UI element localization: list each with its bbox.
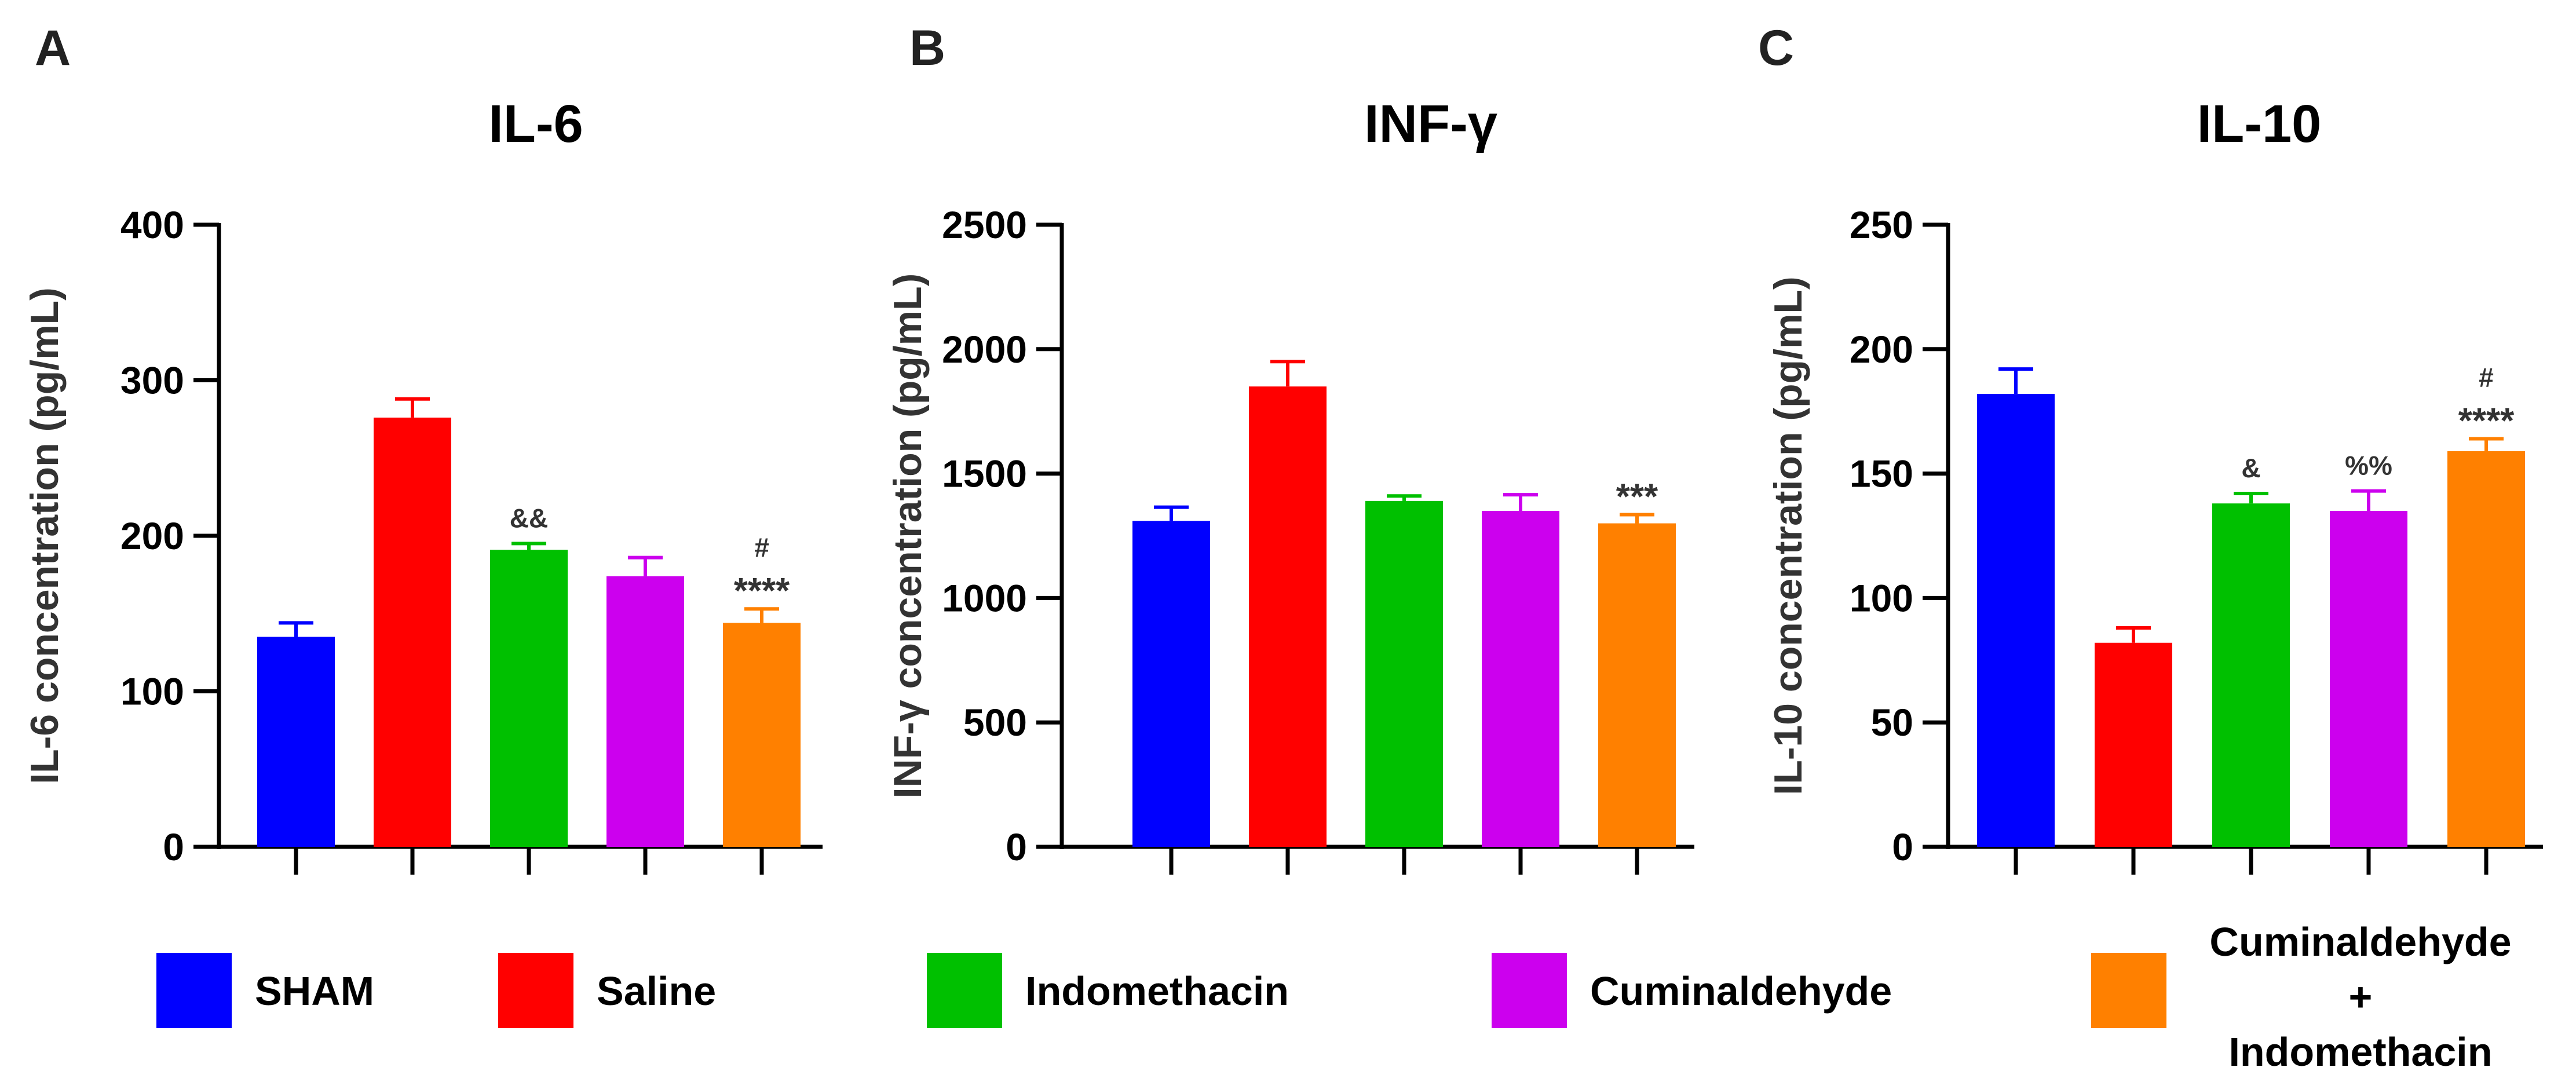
bar	[723, 623, 801, 847]
legend-item: Saline	[498, 953, 716, 1028]
panel-A: A IL-6 IL-6 concentration (pg/mL) 0 100 200 30…	[23, 20, 823, 875]
y-tick-label: 100	[1850, 576, 1913, 619]
legend-label: Cuminaldehyde + Indomethacin	[2209, 919, 2511, 1074]
bar	[2447, 451, 2525, 847]
chart-title: IL-10	[2197, 94, 2322, 153]
y-tick-label: 1000	[942, 576, 1027, 619]
bar	[606, 576, 684, 847]
significance-label: ***	[1616, 477, 1658, 517]
y-axis-label: IL-6 concentration (pg/mL)	[23, 287, 67, 784]
bar	[490, 550, 568, 847]
bar	[1249, 386, 1327, 847]
y-tick-label: 400	[120, 203, 184, 246]
chart-title: IL-6	[488, 94, 583, 153]
panel-letter: B	[909, 20, 945, 76]
bar	[1482, 511, 1559, 847]
panel-letter: A	[35, 20, 71, 76]
legend-swatch	[927, 953, 1002, 1028]
legend-item: Cuminaldehyde + Indomethacin	[2091, 919, 2512, 1074]
bar	[1132, 521, 1210, 847]
bar	[1598, 523, 1676, 847]
y-tick-label: 200	[120, 514, 184, 557]
y-tick-label: 150	[1850, 452, 1913, 495]
significance-label: #	[754, 532, 769, 562]
y-tick-label: 0	[1006, 825, 1027, 868]
bar	[2212, 503, 2290, 847]
y-tick-label: 2500	[942, 203, 1027, 246]
legend-item: Cuminaldehyde	[1492, 953, 1892, 1028]
y-tick-label: 200	[1850, 328, 1913, 371]
legend-swatch	[1492, 953, 1567, 1028]
y-tick-label: 100	[120, 670, 184, 713]
y-tick-label: 0	[1892, 825, 1913, 868]
significance-label: ****	[2458, 401, 2515, 441]
legend-label: Indomethacin	[1025, 968, 1289, 1014]
significance-label: %%	[2345, 451, 2392, 481]
legend-label: SHAM	[255, 968, 374, 1014]
y-axis-label: INF-γ concentration (pg/mL)	[886, 273, 930, 799]
y-tick-label: 250	[1850, 203, 1913, 246]
legend-item: Indomethacin	[927, 953, 1289, 1028]
bar	[374, 417, 451, 847]
significance-label: &&	[510, 503, 548, 533]
bar	[1977, 394, 2055, 847]
y-tick-label: 500	[963, 701, 1027, 744]
y-tick-label: 2000	[942, 328, 1027, 371]
chart-title: INF-γ	[1364, 94, 1497, 153]
panel-C: C IL-10 IL-10 concentration (pg/mL) 0 50 100 1…	[1758, 20, 2543, 875]
panel-letter: C	[1758, 20, 1794, 76]
y-tick-label: 50	[1871, 701, 1913, 744]
y-axis-label: IL-10 concentration (pg/mL)	[1766, 276, 1810, 795]
legend-swatch	[156, 953, 232, 1028]
y-tick-label: 0	[163, 825, 184, 868]
legend-swatch	[498, 953, 573, 1028]
significance-label: #	[2479, 362, 2494, 392]
bar	[257, 637, 335, 847]
legend-label: Cuminaldehyde	[1590, 968, 1892, 1014]
bar	[2330, 511, 2407, 847]
panel-B: B INF-γ INF-γ concentration (pg/mL) 0 500 100…	[886, 20, 1694, 875]
legend-label: Saline	[597, 968, 716, 1014]
legend: SHAM Saline Indomethacin Cuminaldehyde Cumin…	[156, 919, 2512, 1074]
bar	[2095, 642, 2172, 847]
y-tick-label: 1500	[942, 452, 1027, 495]
significance-label: &	[2241, 453, 2260, 483]
y-tick-label: 300	[120, 359, 184, 402]
bar	[1365, 500, 1443, 847]
legend-item: SHAM	[156, 953, 374, 1028]
legend-swatch	[2091, 953, 2166, 1028]
significance-label: ****	[734, 571, 790, 611]
